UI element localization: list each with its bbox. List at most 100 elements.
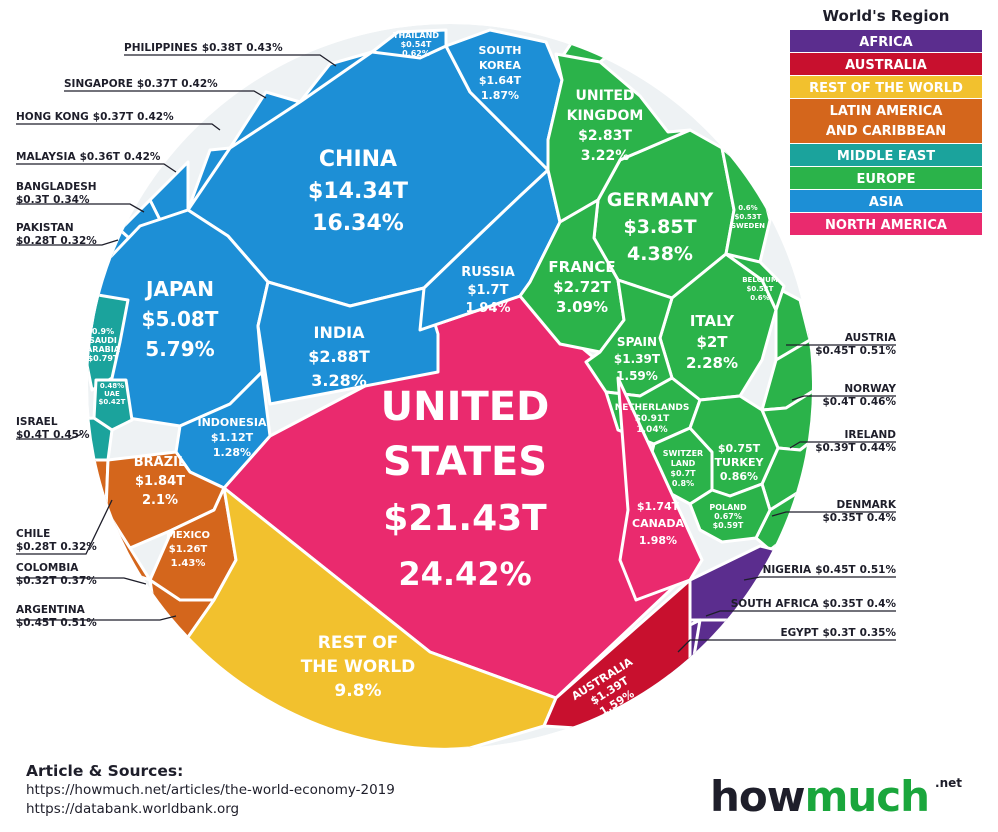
cell-poland: [688, 482, 772, 544]
callout-line-hong-kong: [16, 123, 221, 131]
label-france-share: 3.09%: [556, 298, 608, 316]
callout-pakistan-name: PAKISTAN: [16, 222, 74, 234]
label-saudi-arabia-value: $0.79T: [88, 354, 119, 363]
callout-line-philippines: [124, 54, 337, 67]
label-united-kingdom: UNITED KINGDOM $2.83T 3.22%: [567, 88, 644, 164]
label-poland: POLAND 0.67% $0.59T: [709, 503, 747, 530]
cell-thailand: [370, 28, 448, 60]
logo-how: how: [710, 772, 806, 821]
label-japan-share: 5.79%: [145, 337, 214, 361]
callout-israel-share: 0.45%: [53, 429, 90, 441]
callout-norway-name: NORWAY: [844, 383, 896, 395]
label-turkey-name: TURKEY: [715, 456, 765, 469]
callout-israel: ISRAEL $0.4T 0.45%: [16, 416, 90, 441]
callout-bangladesh-name: BANGLADESH: [16, 181, 97, 193]
callout-line-israel: [16, 433, 83, 440]
legend-label-namerica-line1: NORTH AMERICA: [825, 218, 947, 233]
legend-swatch-namerica: [790, 213, 982, 235]
label-united-kingdom-name: KINGDOM: [567, 108, 644, 124]
callout-line-south-africa: [705, 610, 896, 617]
label-france-name: FRANCE: [548, 258, 615, 276]
voronoi-cells: [88, 24, 812, 748]
callout-bangladesh-share: 0.34%: [53, 194, 90, 206]
label-turkey: $0.75T TURKEY 0.86%: [715, 442, 765, 483]
label-italy-name: ITALY: [690, 312, 735, 330]
legend-label-australia: AUSTRALIA: [845, 58, 927, 73]
label-mexico-name: MEXICO: [166, 530, 210, 541]
label-south-korea: SOUTH KOREA $1.64T 1.87%: [479, 44, 522, 102]
label-poland-name: POLAND: [709, 503, 747, 512]
label-united-kingdom-name: UNITED: [575, 88, 634, 104]
label-japan: JAPAN $5.08T 5.79%: [142, 277, 219, 361]
callout-bangladesh: BANGLADESH $0.3T 0.34%: [16, 181, 97, 206]
legend-label-europe-line1: EUROPE: [857, 172, 916, 187]
callout-egypt-name: EGYPT: [780, 627, 819, 639]
cell-united-kingdom: [546, 52, 692, 224]
label-japan-value: $5.08T: [142, 307, 219, 331]
cell-india: [256, 280, 440, 406]
label-belgium-name: BELGIUM: [742, 276, 778, 284]
legend-label-latam-line2: AND CARIBBEAN: [826, 124, 946, 139]
label-rest-of-the-world-name: THE WORLD: [301, 657, 416, 677]
label-belgium-share: 0.6%: [750, 294, 769, 302]
label-belgium: BELGIUM $0.53T 0.6%: [742, 276, 778, 302]
callout-hong-kong-value: $0.37T: [93, 111, 134, 123]
callout-colombia-name: COLOMBIA: [16, 562, 79, 574]
label-rest-of-the-world: REST OF THE WORLD 9.8%: [301, 633, 416, 701]
callout-nigeria-share: 0.51%: [860, 564, 897, 576]
sources-block: Article & Sources: https://howmuch.net/a…: [26, 762, 395, 819]
callout-colombia-value: $0.32T: [16, 575, 57, 587]
label-thailand-name: THAILAND: [393, 31, 439, 40]
source-link-2[interactable]: https://databank.worldbank.org: [26, 801, 240, 817]
label-spain-name: SPAIN: [617, 335, 657, 349]
label-united-kingdom-value: $2.83T: [578, 128, 632, 144]
callout-bangladesh-value: $0.3T: [16, 194, 50, 206]
label-turkey-value: $0.75T: [718, 442, 761, 455]
howmuch-logo: howmuch .net: [710, 772, 962, 821]
legend-swatch-africa: [790, 30, 982, 52]
label-brazil-share: 2.1%: [142, 493, 178, 508]
label-saudi-arabia-share: 0.9%: [92, 327, 114, 336]
label-russia-name: RUSSIA: [461, 265, 515, 280]
callout-line-pakistan: [16, 239, 119, 246]
callout-chile-value: $0.28T: [16, 541, 57, 553]
callout-denmark-name: DENMARK: [837, 499, 897, 511]
callout-south-africa: SOUTH AFRICA $0.35T 0.4%: [731, 598, 897, 610]
callout-austria-share: 0.51%: [860, 345, 897, 357]
label-south-korea-share: 1.87%: [481, 89, 519, 102]
label-switzerland: SWITZER LAND $0.7T 0.8%: [663, 449, 703, 488]
label-turkey-share: 0.86%: [720, 470, 758, 483]
label-canada: $1.74T CANADA 1.98%: [632, 500, 684, 547]
label-canada-value: $1.74T: [637, 500, 680, 513]
label-switzerland-share: 0.8%: [672, 479, 694, 488]
callout-singapore: SINGAPORE $0.37T 0.42%: [64, 78, 218, 90]
label-sweden: 0.6% $0.53T SWEDEN: [731, 204, 765, 230]
callout-ireland-share: 0.44%: [860, 442, 897, 454]
callout-denmark-share: 0.4%: [867, 512, 897, 524]
label-uae-share: 0.48%: [100, 382, 124, 390]
callout-israel-name: ISRAEL: [16, 416, 58, 428]
callout-malaysia-value: $0.36T: [80, 151, 121, 163]
callout-line-ireland: [789, 441, 896, 449]
legend-label-asia-line1: ASIA: [869, 195, 903, 210]
label-china-share: 16.34%: [312, 211, 404, 236]
legend-label-namerica: NORTH AMERICA: [825, 218, 947, 233]
label-sweden-name: SWEDEN: [731, 222, 765, 230]
label-indonesia: INDONESIA $1.12T 1.28%: [197, 416, 267, 459]
callout-singapore-share: 0.42%: [181, 78, 218, 90]
label-japan-name: JAPAN: [144, 277, 214, 301]
label-india-share: 3.28%: [311, 371, 367, 390]
label-mexico-share: 1.43%: [171, 558, 206, 569]
legend-label-africa-line1: AFRICA: [859, 35, 912, 50]
label-united-states-value: $21.43T: [383, 498, 547, 539]
callout-philippines: PHILIPPINES $0.38T 0.43%: [124, 42, 283, 54]
label-switzerland-name: LAND: [671, 459, 696, 468]
label-mexico: MEXICO $1.26T 1.43%: [166, 530, 210, 569]
source-link-1[interactable]: https://howmuch.net/articles/the-world-e…: [26, 782, 395, 798]
label-switzerland-name: SWITZER: [663, 449, 703, 458]
callout-egypt-share: 0.35%: [860, 627, 897, 639]
callout-chile-share: 0.32%: [60, 541, 97, 553]
callout-denmark: DENMARK $0.35T 0.4%: [823, 499, 897, 524]
cell-canada: [616, 376, 704, 602]
label-france-value: $2.72T: [553, 278, 611, 296]
